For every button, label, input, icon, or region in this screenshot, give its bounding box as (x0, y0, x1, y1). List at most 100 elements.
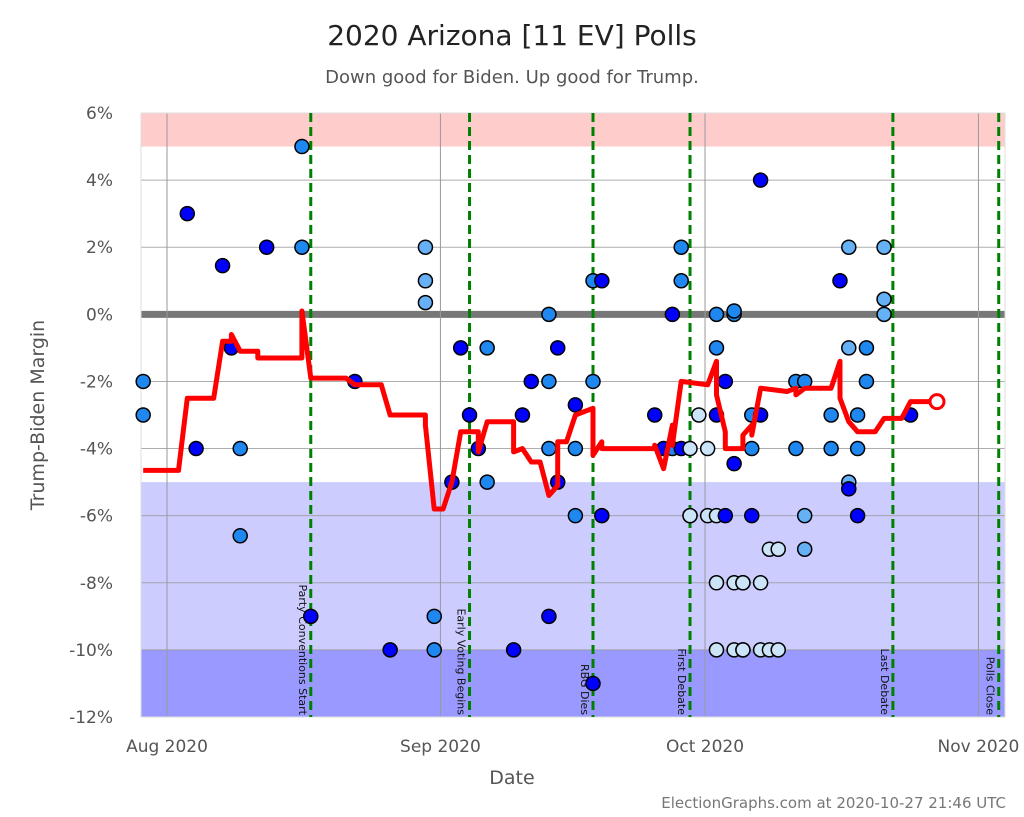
poll-point (673, 239, 689, 255)
y-tick-label: 4% (86, 171, 113, 191)
y-tick-label: 2% (86, 238, 113, 258)
poll-point (849, 440, 866, 457)
y-axis-label: Trump-Biden Margin (27, 320, 49, 511)
poll-point (417, 273, 434, 289)
poll-point (417, 294, 434, 311)
poll-point (682, 507, 698, 524)
poll-point (796, 507, 813, 524)
footer-credit: ElectionGraphs.com at 2020-10-27 21:46 U… (661, 794, 1006, 812)
y-tick-label: -12% (69, 708, 113, 728)
event-label: Last Debate (878, 649, 891, 716)
y-tick-label: -8% (80, 574, 113, 594)
average-polyline (143, 308, 937, 512)
poll-point (717, 373, 734, 390)
poll-point (708, 340, 725, 356)
poll-point (708, 575, 725, 591)
poll-point (232, 528, 248, 544)
x-axis-ticks: Aug 2020 Sep 2020 Oct 2020 Nov 2020 (126, 737, 1019, 757)
poll-point (426, 608, 442, 625)
event-label: First Debate (675, 648, 688, 715)
event-label: Party Conventions Start (296, 584, 309, 715)
band (141, 113, 1005, 147)
poll-point (585, 675, 601, 692)
poll-point (541, 306, 557, 323)
x-axis-label: Date (489, 767, 534, 789)
poll-point (788, 440, 804, 457)
event-label: RBG Dies (578, 664, 591, 715)
poll-point (735, 575, 751, 591)
y-tick-label: 6% (86, 104, 113, 124)
poll-point (541, 373, 557, 390)
poll-point (567, 507, 584, 524)
x-tick-label: Sep 2020 (400, 737, 481, 757)
poll-point (426, 642, 442, 658)
y-tick-label: -2% (80, 372, 113, 392)
poll-point (832, 273, 848, 289)
band (141, 649, 1005, 717)
poll-point (770, 642, 786, 658)
poll-point (726, 303, 742, 319)
poll-point (232, 440, 248, 457)
x-tick-label: Nov 2020 (938, 737, 1020, 757)
poll-point (567, 397, 584, 413)
poll-point (876, 291, 892, 307)
poll-point (452, 340, 469, 356)
poll-point (514, 407, 531, 423)
poll-point (417, 239, 434, 255)
poll-point (849, 507, 866, 524)
poll-point (188, 440, 204, 457)
poll-point (664, 306, 681, 323)
poll-point (841, 340, 857, 356)
poll-point (876, 239, 892, 255)
poll-point (585, 373, 601, 390)
poll-point (541, 440, 557, 457)
poll-point (682, 440, 698, 457)
poll-point (594, 273, 610, 289)
average-line (143, 308, 946, 512)
poll-point (744, 507, 760, 524)
poll-point (479, 340, 495, 356)
poll-point (823, 407, 839, 423)
poll-point (876, 306, 892, 323)
chart-title: 2020 Arizona [11 EV] Polls (327, 19, 697, 52)
y-tick-label: 0% (86, 305, 113, 325)
poll-point (858, 373, 875, 390)
poll-point (479, 474, 495, 490)
poll-point (841, 239, 857, 255)
poll-point (858, 340, 875, 356)
poll-point (717, 507, 734, 524)
poll-point (841, 481, 857, 497)
y-tick-label: -10% (69, 641, 113, 661)
poll-point (382, 642, 398, 658)
poll-point (708, 306, 725, 323)
poll-point (135, 407, 151, 423)
poll-point (567, 440, 584, 457)
poll-point (699, 440, 716, 457)
poll-point (294, 239, 310, 255)
poll-point (823, 440, 839, 457)
poll-point (752, 172, 769, 188)
y-tick-label: -4% (80, 440, 113, 460)
poll-point (594, 507, 610, 524)
poll-point (691, 407, 707, 423)
event-label: Early Voting Begins (455, 608, 468, 715)
poll-point (549, 340, 566, 356)
poll-point (646, 407, 663, 423)
poll-point (258, 239, 275, 255)
event-label: Polls Close (984, 657, 997, 716)
poll-point (135, 373, 151, 390)
poll-point (796, 541, 813, 557)
poll-point (303, 608, 319, 625)
poll-point (294, 138, 310, 155)
x-tick-label: Aug 2020 (126, 737, 208, 757)
poll-point (752, 575, 769, 591)
poll-point (744, 440, 760, 457)
y-tick-label: -6% (80, 507, 113, 527)
poll-point (505, 642, 522, 658)
poll-point (179, 205, 196, 222)
poll-point (461, 407, 478, 423)
chart-subtitle: Down good for Biden. Up good for Trump. (325, 67, 699, 88)
y-axis-ticks: 6% 4% 2% 0% -2% -4% -6% -8% -10% -12% (69, 104, 113, 728)
poll-point (770, 541, 786, 557)
